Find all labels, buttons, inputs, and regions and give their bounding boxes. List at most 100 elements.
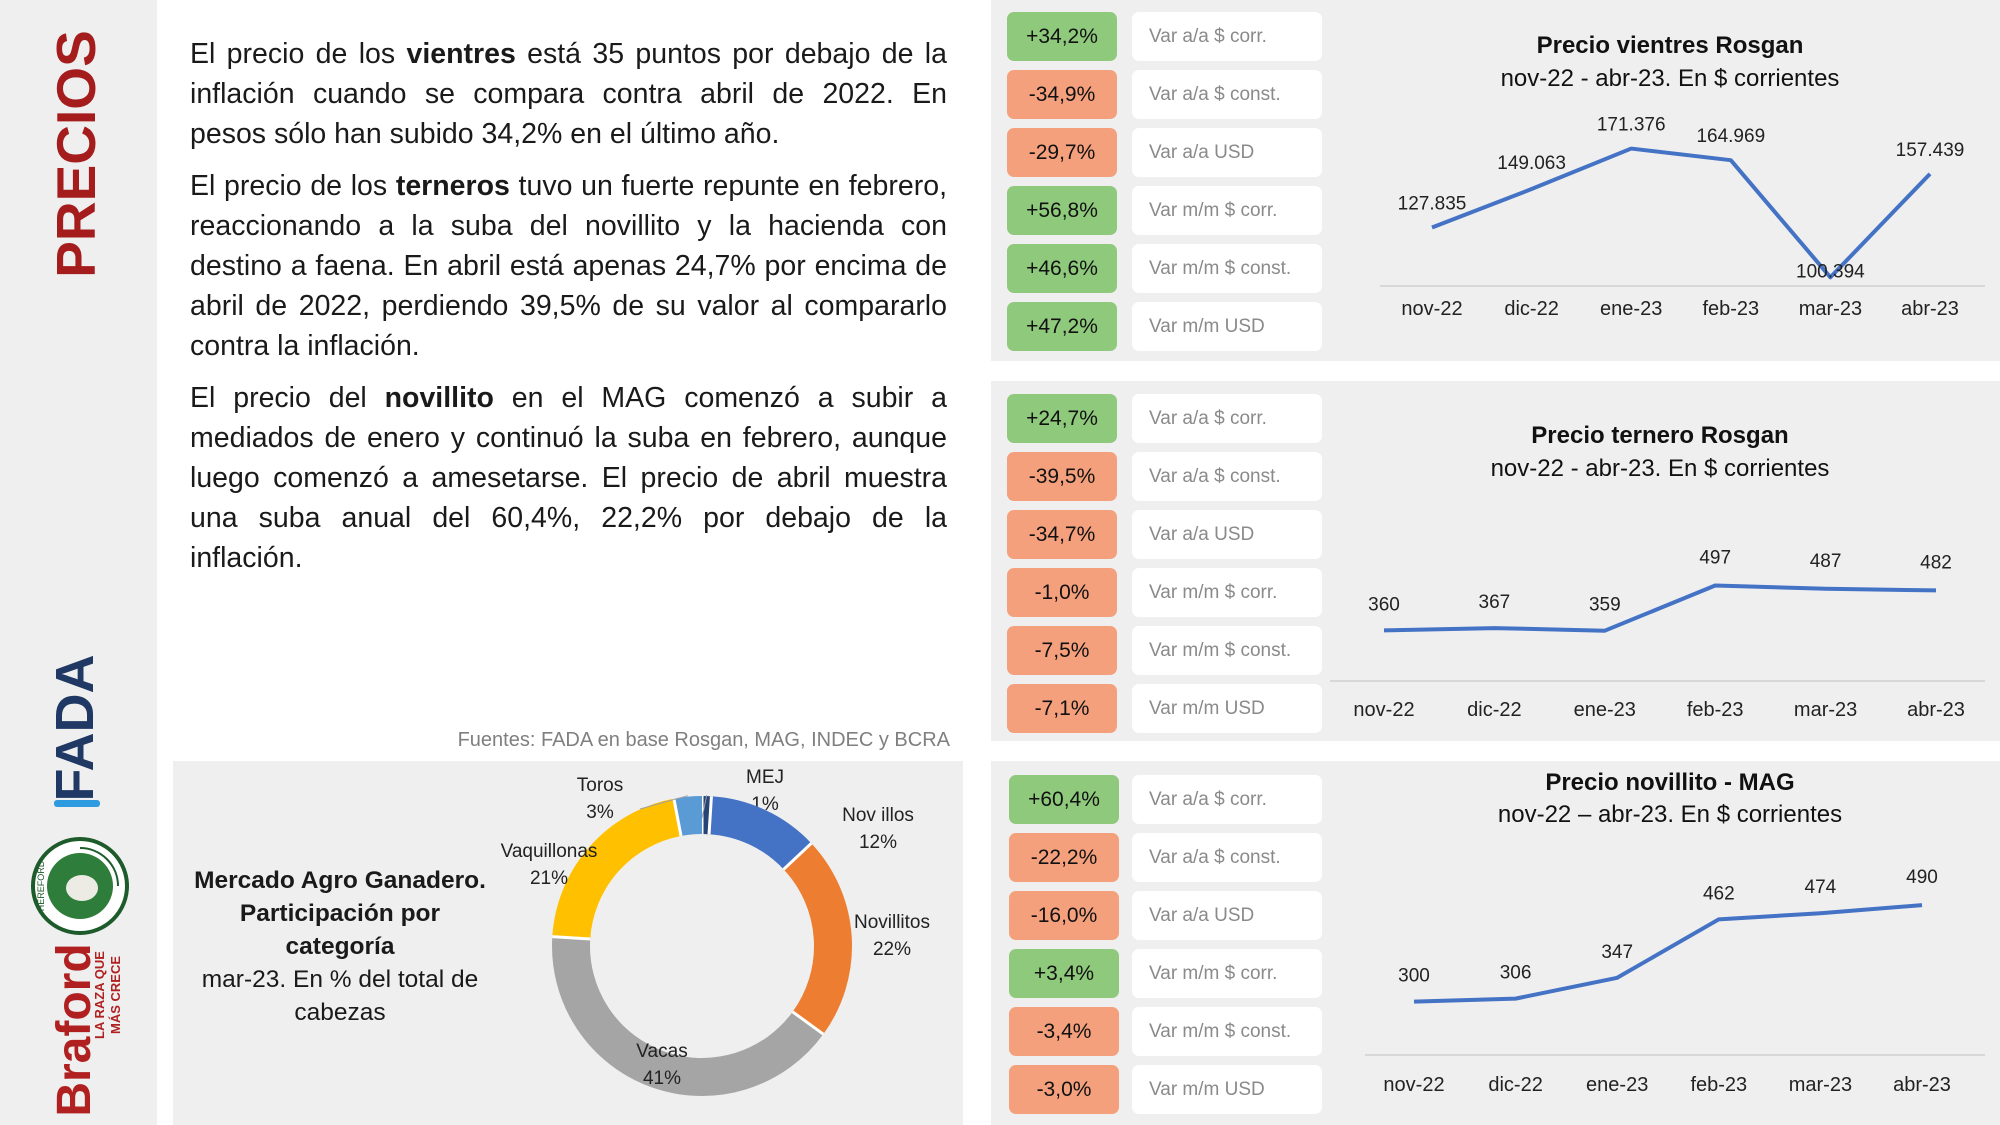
series-line <box>1383 583 1937 633</box>
braford-logo-text: Braford <box>48 945 101 1115</box>
leader-line <box>639 795 688 810</box>
donut-slice <box>783 843 852 1035</box>
variation-badge: -29,7% <box>1007 128 1117 177</box>
variation-badge: -7,5% <box>1007 626 1117 675</box>
variation-badge: +46,6% <box>1007 244 1117 293</box>
x-tick-label: mar-23 <box>1789 1074 1852 1096</box>
slice-name: Toros <box>577 775 623 796</box>
data-label: 157.439 <box>1896 140 1965 161</box>
paragraph-vientres: El precio de los vientres está 35 puntos… <box>190 38 947 150</box>
hereford-logo-text: HEREFORD <box>36 860 46 911</box>
slice-value: 41% <box>643 1068 681 1089</box>
braford-logo: Braford LA RAZA QUE MÁS CRECE <box>48 945 123 1115</box>
fada-logo: FADA <box>48 655 105 807</box>
slice-value: 21% <box>530 868 568 889</box>
series-line <box>1431 146 1932 280</box>
braford-tagline-2: MÁS CRECE <box>108 956 123 1034</box>
x-tick-label: ene-23 <box>1586 1074 1648 1096</box>
variation-badge: +24,7% <box>1007 394 1117 443</box>
line-chart-1: 360 nov-22 367 dic-22 359 ene-23 497 feb-23 487 m… <box>1330 548 1985 721</box>
slice-value: 12% <box>859 832 897 853</box>
slice-value: 22% <box>873 939 911 960</box>
donut-title-text: Mercado Agro Ganadero. Participación por… <box>194 867 486 960</box>
paragraph-terneros: El precio de los terneros tuvo un fuerte… <box>190 170 947 362</box>
variation-label: Var m/m $ corr. <box>1132 568 1322 617</box>
slice-name: Novillitos <box>854 912 930 933</box>
slice-name: MEJ <box>746 767 784 788</box>
variation-badge: -34,7% <box>1007 510 1117 559</box>
variation-badge: -39,5% <box>1007 452 1117 501</box>
variation-label: Var a/a $ corr. <box>1132 775 1322 824</box>
analysis-text: El precio de los vientres está 35 puntos… <box>190 34 947 590</box>
x-tick-label: feb-23 <box>1690 1074 1747 1096</box>
variation-label: Var a/a $ corr. <box>1132 394 1322 443</box>
braford-tagline-1: LA RAZA QUE <box>92 951 107 1039</box>
variation-label: Var m/m $ const. <box>1132 1007 1322 1056</box>
x-tick-label: dic-22 <box>1488 1074 1542 1096</box>
data-label: 359 <box>1589 595 1621 616</box>
x-tick-label: dic-22 <box>1467 699 1521 721</box>
fada-logo-text: FADA <box>48 655 105 802</box>
chart-title-novillito: Precio novillito - MAG <box>1545 769 1795 796</box>
x-tick-label: nov-22 <box>1401 298 1462 320</box>
x-tick-label: abr-23 <box>1893 1074 1951 1096</box>
x-tick-label: abr-23 <box>1907 699 1965 721</box>
data-label: 474 <box>1805 877 1837 898</box>
slice-name: Vaquillonas <box>501 841 598 862</box>
x-tick-label: mar-23 <box>1799 298 1862 320</box>
x-tick-label: dic-22 <box>1504 298 1558 320</box>
slice-separator <box>707 796 713 835</box>
data-label: 149.063 <box>1497 153 1566 174</box>
variation-badge: +47,2% <box>1007 302 1117 351</box>
variation-label: Var m/m USD <box>1132 1065 1322 1114</box>
data-label: 306 <box>1500 963 1532 984</box>
data-label: 347 <box>1601 942 1633 963</box>
variation-badge: +56,8% <box>1007 186 1117 235</box>
chart-subtitle-novillito: nov-22 – abr-23. En $ corrientes <box>1497 801 1843 828</box>
slice-separator <box>782 842 813 871</box>
data-label: 164.969 <box>1696 126 1765 147</box>
donut-slice <box>552 936 824 1096</box>
variation-badge: -16,0% <box>1009 891 1119 940</box>
donut-slice <box>552 798 682 940</box>
x-tick-label: ene-23 <box>1600 298 1662 320</box>
paragraph-novillito: El precio del novillito en el MAG comenz… <box>190 382 947 574</box>
sidebar: PRECIOS FADA HEREFORD Braford LA RAZA QU… <box>0 0 157 1125</box>
variation-label: Var m/m USD <box>1132 684 1322 733</box>
chart-subtitle-vientres: nov-22 - abr-23. En $ corrientes <box>1500 65 1840 92</box>
data-label: 482 <box>1920 552 1952 573</box>
variation-badge: +3,4% <box>1009 949 1119 998</box>
variation-badge: -3,0% <box>1009 1065 1119 1114</box>
variation-label: Var a/a $ const. <box>1132 452 1322 501</box>
section-title: PRECIOS <box>50 30 107 278</box>
variation-label: Var a/a $ const. <box>1132 833 1322 882</box>
chart-subtitle-terneros: nov-22 - abr-23. En $ corrientes <box>1490 455 1830 482</box>
data-label: 300 <box>1398 966 1430 987</box>
variation-badge: -34,9% <box>1007 70 1117 119</box>
x-tick-label: abr-23 <box>1901 298 1959 320</box>
variation-label: Var m/m USD <box>1132 302 1322 351</box>
variation-label: Var a/a USD <box>1132 128 1322 177</box>
data-label: 171.376 <box>1597 115 1666 136</box>
variation-label: Var m/m $ corr. <box>1132 949 1322 998</box>
variation-label: Var a/a USD <box>1132 891 1322 940</box>
variation-badge: +34,2% <box>1007 12 1117 61</box>
variation-badge: -7,1% <box>1007 684 1117 733</box>
x-tick-label: mar-23 <box>1794 699 1857 721</box>
slice-separator <box>791 1010 825 1036</box>
variation-label: Var m/m $ corr. <box>1132 186 1322 235</box>
variation-badge: -1,0% <box>1007 568 1117 617</box>
variation-label: Var a/a $ const. <box>1132 70 1322 119</box>
data-label: 367 <box>1479 592 1511 613</box>
data-label: 127.835 <box>1398 194 1467 215</box>
x-tick-label: nov-22 <box>1383 1074 1444 1096</box>
slice-name: Vacas <box>636 1041 687 1062</box>
data-label: 462 <box>1703 883 1735 904</box>
variation-label: Var m/m $ const. <box>1132 626 1322 675</box>
series-line <box>1413 903 1923 1004</box>
chart-title-terneros: Precio ternero Rosgan <box>1531 422 1789 449</box>
x-tick-label: feb-23 <box>1687 699 1744 721</box>
slice-separator <box>552 935 591 941</box>
variation-label: Var m/m $ const. <box>1132 244 1322 293</box>
